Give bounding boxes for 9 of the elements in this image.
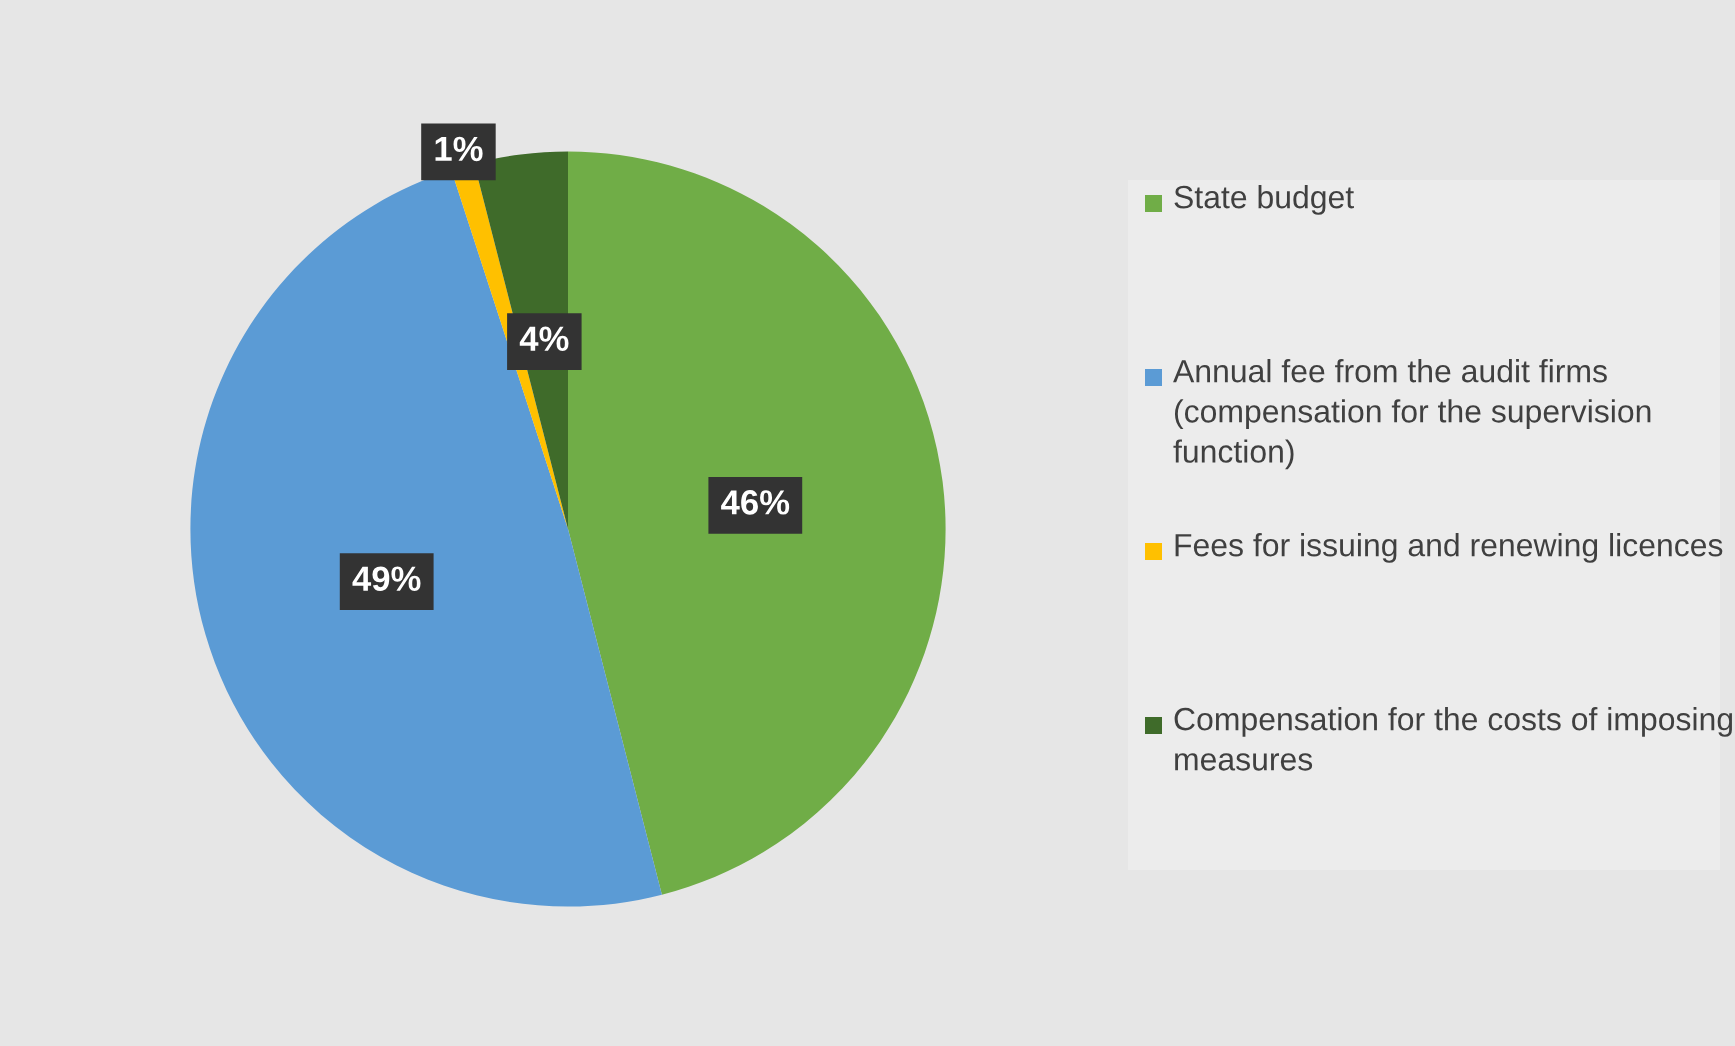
legend-label: State budget <box>1174 185 1354 215</box>
data-label: 46% <box>721 490 790 515</box>
legend-label: Fees for issuing and renewing licences <box>1175 533 1723 563</box>
legend-label: Annual fee from the audit firms (compensation for the supervision function) <box>1173 359 1651 470</box>
legend-label: Compensation for the costs of imposing measures <box>1174 707 1733 771</box>
pie-slice <box>568 151 946 895</box>
data-label: 4% <box>519 326 569 351</box>
data-label: 49% <box>352 566 421 591</box>
data-label: 1% <box>435 136 483 162</box>
